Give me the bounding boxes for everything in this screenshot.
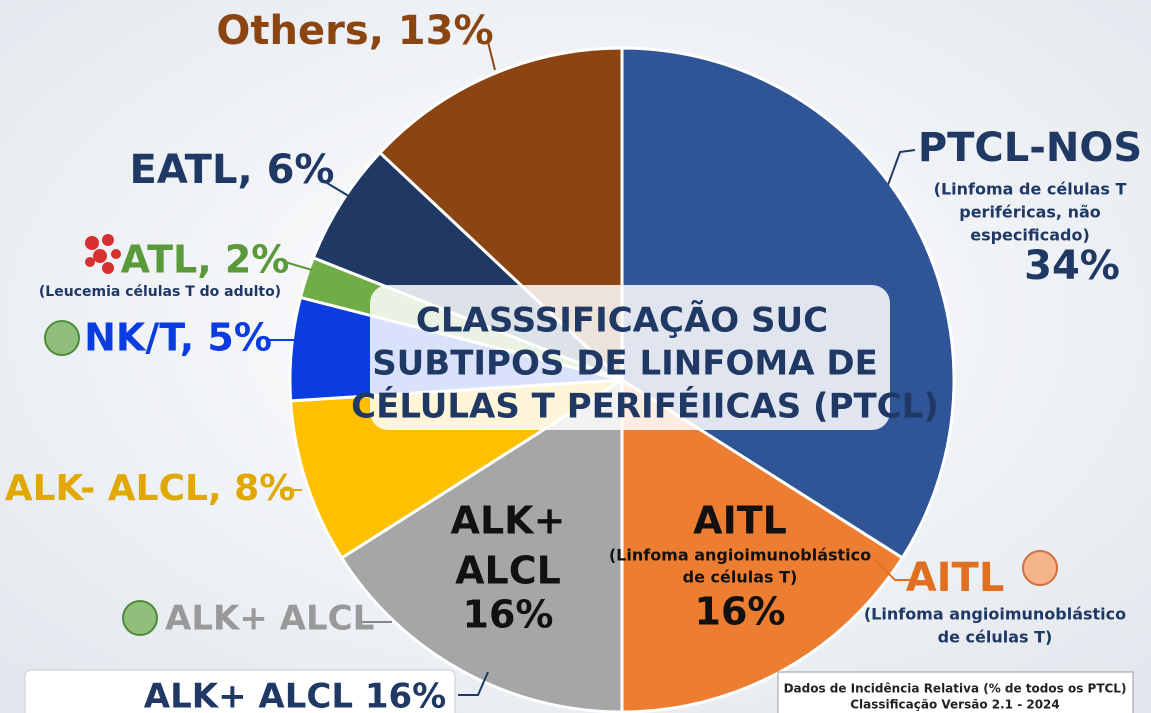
annotation: (Linfoma angioimunoblástico xyxy=(864,605,1126,624)
data-label: 16% xyxy=(695,590,786,634)
annotation: ALCL xyxy=(455,549,561,593)
category-label: ALK+ ALCL xyxy=(165,599,374,639)
category-label: AITL xyxy=(693,499,787,543)
annotation: ALK+ ALCL 16% xyxy=(144,677,446,713)
chart-title: CLASSSIFICAÇÃO SUC xyxy=(416,300,828,341)
category-label: PTCL-NOS xyxy=(918,125,1142,171)
annotation: ALK+ xyxy=(451,499,566,543)
annotation: de células T) xyxy=(938,628,1053,647)
annotation: especificado) xyxy=(970,226,1090,245)
annotation: AITL xyxy=(906,555,1005,601)
data-label: ATL, 2% xyxy=(121,238,290,282)
page: {"chart_data": {"type": "pie", "title": … xyxy=(0,0,1151,713)
chart-title: SUBTIPOS DE LINFOMA DE xyxy=(372,344,878,384)
data-label: 34% xyxy=(1024,243,1120,289)
annotation: Dados de Incidência Relativa (% de todos… xyxy=(784,682,1127,696)
annotation: (Linfoma angioimunoblástico xyxy=(609,546,871,565)
icon xyxy=(123,601,157,635)
chart: CLASSSIFICAÇÃO SUCSUBTIPOS DE LINFOMA DE… xyxy=(0,0,1151,713)
annotation: de células T) xyxy=(683,568,798,587)
annotation: Classificação Versão 2.1 - 2024 xyxy=(850,698,1060,712)
icon xyxy=(1023,551,1057,585)
annotation: (Linfoma de células T xyxy=(934,180,1127,199)
data-label: NK/T, 5% xyxy=(84,316,272,360)
annotation: (Leucemia células T do adulto) xyxy=(39,284,281,300)
icon xyxy=(45,321,79,355)
data-label: Others, 13% xyxy=(216,8,493,54)
chart-title: CÉLULAS T PERIFÉIICAS (PTCL) xyxy=(351,386,939,427)
data-label: EATL, 6% xyxy=(130,147,335,193)
data-label: 16% xyxy=(463,593,554,637)
data-label: ALK- ALCL, 8% xyxy=(5,468,296,509)
annotation: periféricas, não xyxy=(959,203,1101,222)
